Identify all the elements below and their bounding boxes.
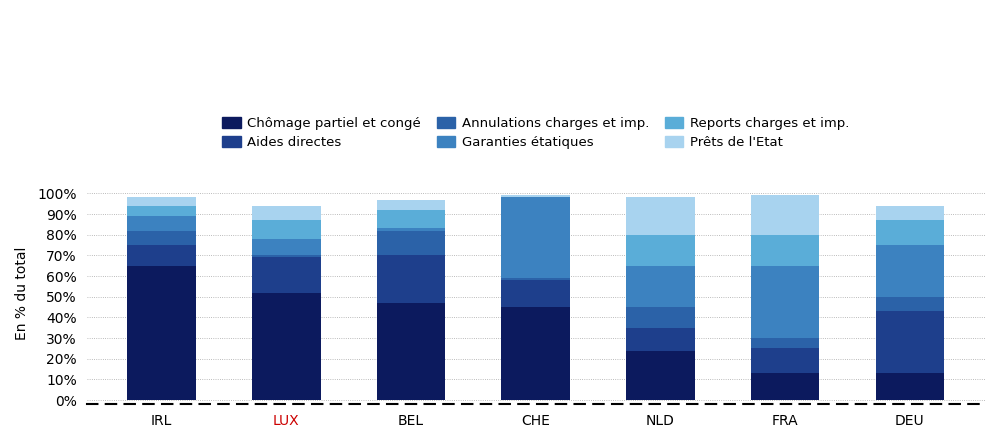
Bar — [127, 245, 196, 266]
Bar — [751, 235, 819, 266]
Bar — [501, 198, 570, 278]
Bar — [751, 373, 819, 400]
Bar — [377, 210, 445, 229]
Bar — [252, 206, 321, 220]
Bar — [377, 255, 445, 303]
Bar — [501, 280, 570, 307]
Bar — [252, 257, 321, 292]
Bar — [751, 195, 819, 235]
Bar — [876, 206, 944, 220]
Bar — [626, 266, 695, 307]
Bar — [626, 328, 695, 350]
Bar — [501, 195, 570, 198]
Bar — [751, 349, 819, 373]
Bar — [127, 266, 196, 400]
Bar — [626, 198, 695, 235]
Bar — [252, 220, 321, 239]
Bar — [876, 297, 944, 311]
Bar — [377, 199, 445, 210]
Bar — [127, 216, 196, 230]
Bar — [252, 292, 321, 400]
Y-axis label: En % du total: En % du total — [15, 247, 29, 340]
Bar — [626, 235, 695, 266]
Bar — [876, 245, 944, 297]
Bar — [377, 229, 445, 230]
Bar — [127, 206, 196, 216]
Bar — [127, 230, 196, 245]
Bar — [252, 239, 321, 255]
Bar — [876, 373, 944, 400]
Bar — [377, 230, 445, 255]
Bar — [626, 350, 695, 400]
Legend: Chômage partiel et congé, Aides directes, Annulations charges et imp., Garanties: Chômage partiel et congé, Aides directes… — [222, 117, 849, 149]
Bar — [751, 266, 819, 338]
Bar — [252, 255, 321, 257]
Bar — [626, 307, 695, 328]
Bar — [751, 338, 819, 349]
Bar — [876, 220, 944, 245]
Bar — [501, 307, 570, 400]
Bar — [876, 311, 944, 373]
Bar — [377, 303, 445, 400]
Bar — [501, 278, 570, 280]
Bar — [127, 198, 196, 206]
